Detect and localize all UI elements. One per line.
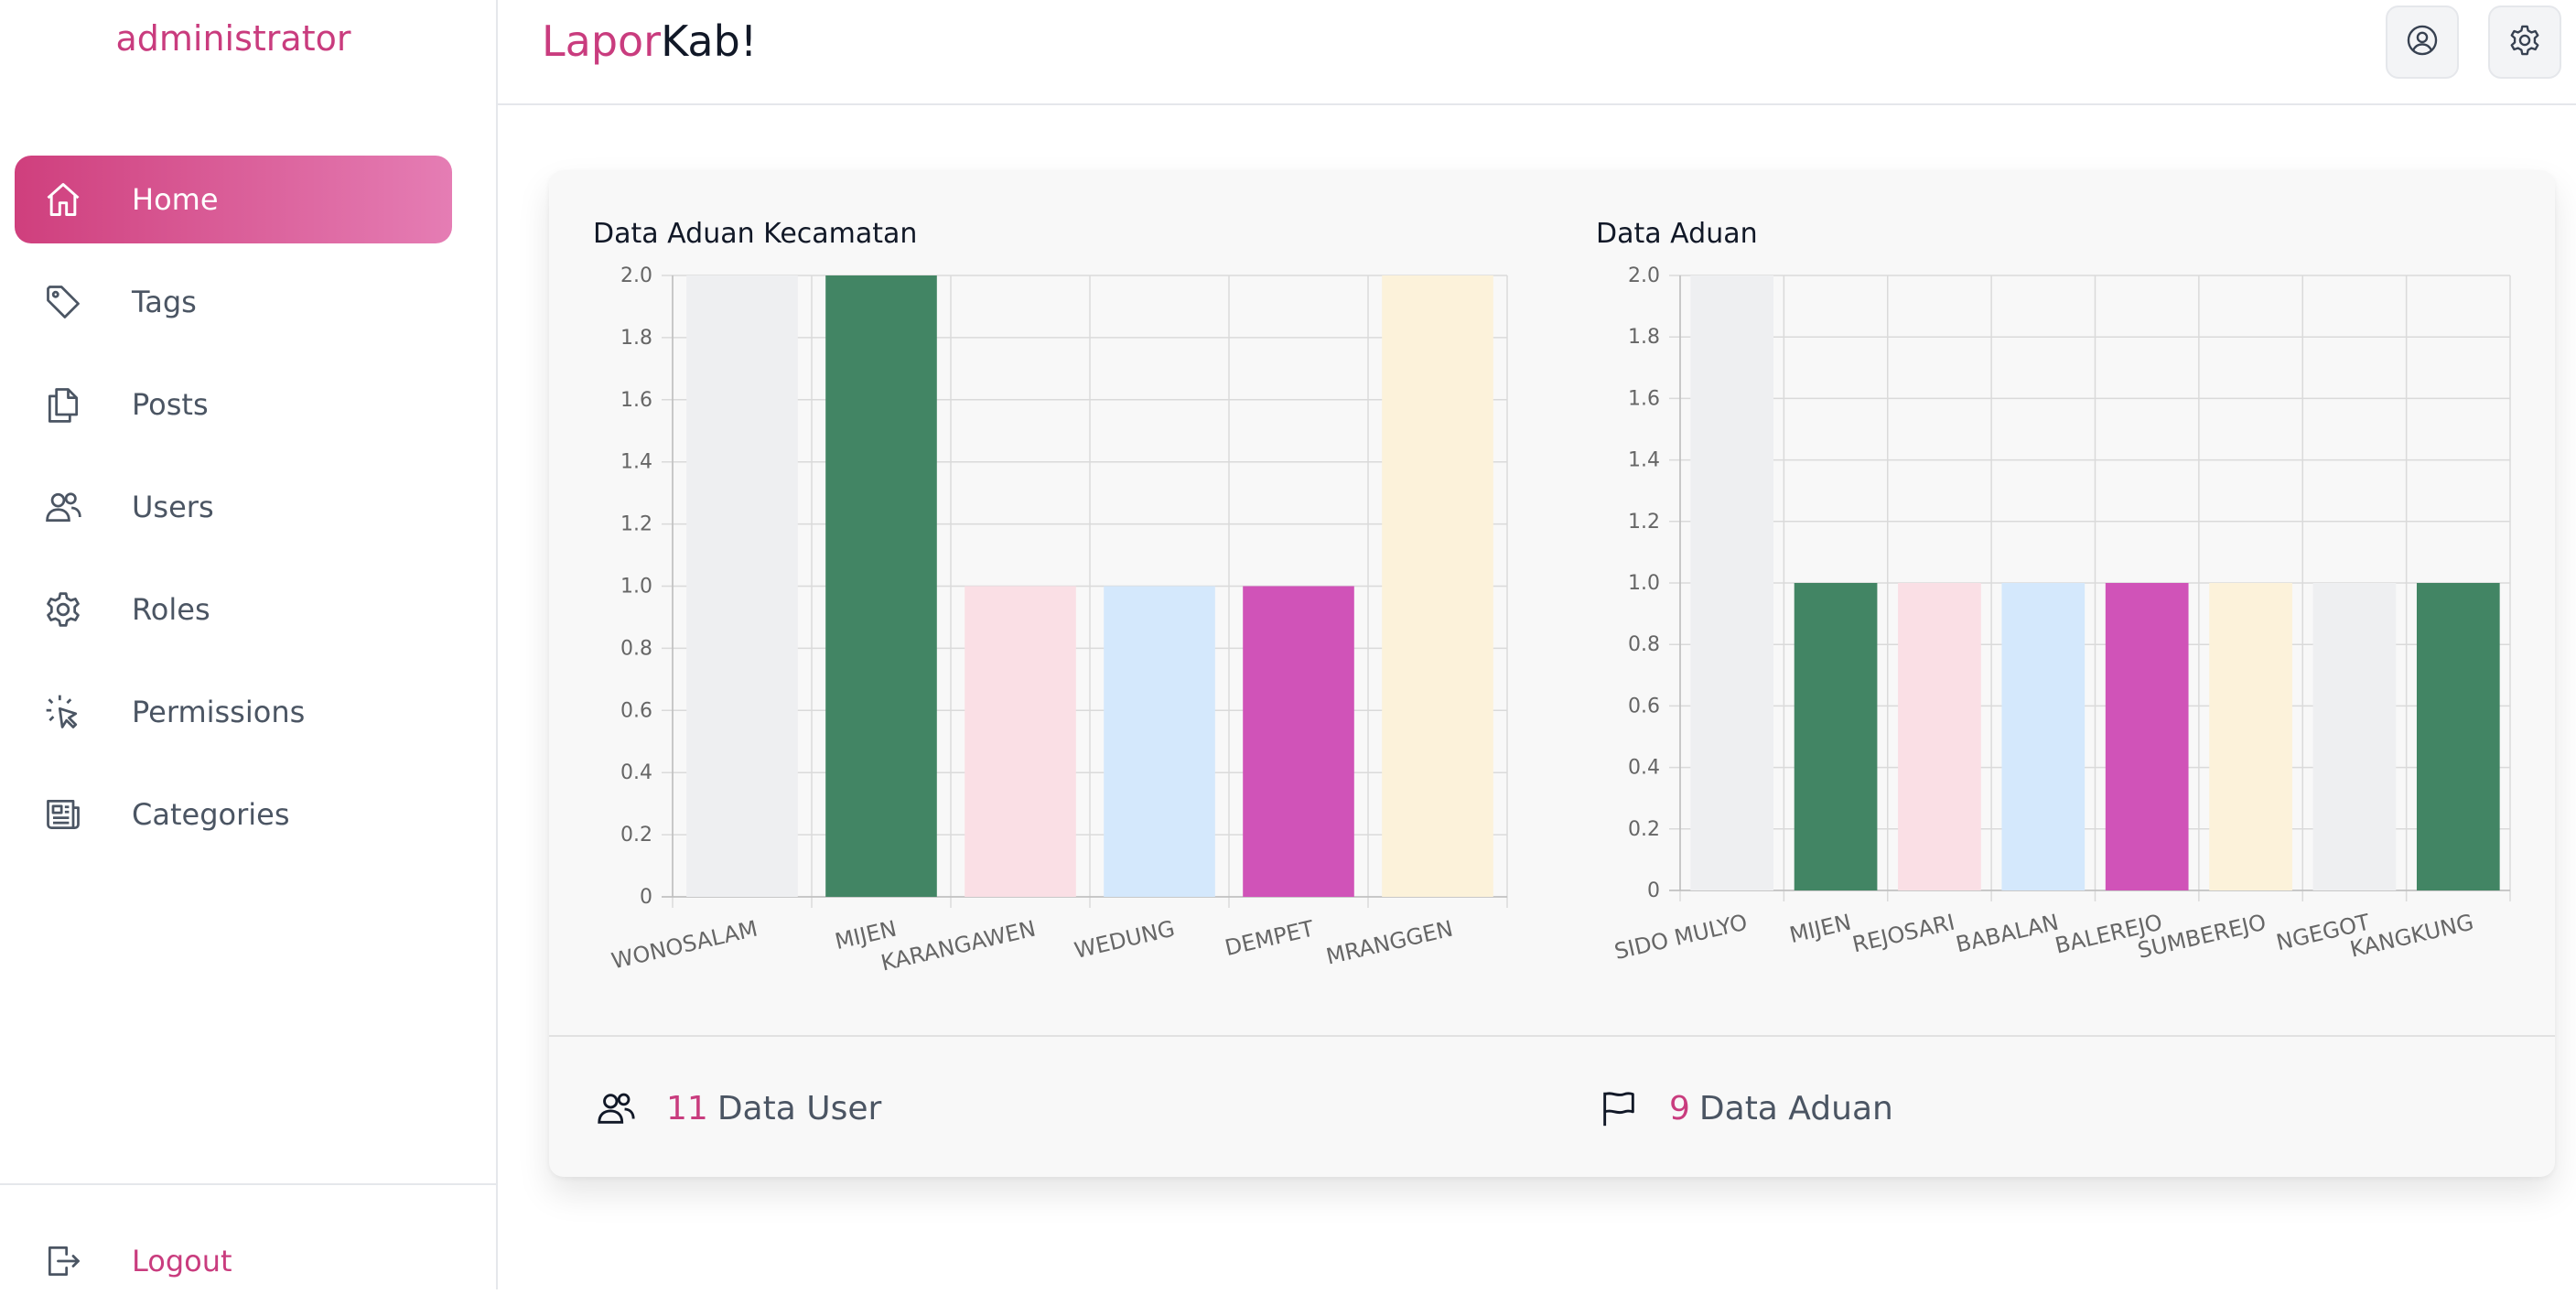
brand-part2: Kab! — [661, 16, 758, 66]
x-tick-label: MIJEN — [1787, 910, 1854, 949]
logout-button[interactable]: Logout — [15, 1217, 452, 1305]
y-tick-label: 0 — [1647, 879, 1660, 902]
flag-icon — [1596, 1085, 1642, 1131]
chart-kecamatan: 00.20.40.60.81.01.21.41.61.82.0WONOSALAM… — [609, 264, 1508, 976]
y-tick-label: 0.8 — [1628, 633, 1660, 656]
profile-button[interactable] — [2386, 5, 2459, 79]
bar — [1690, 275, 1774, 890]
sidebar-item-posts[interactable]: Posts — [15, 361, 452, 448]
bar — [1382, 275, 1493, 897]
y-tick-label: 1.0 — [1628, 572, 1660, 595]
y-tick-label: 1.8 — [620, 327, 652, 350]
sidebar-item-label: Tags — [132, 285, 197, 319]
bar — [965, 586, 1076, 897]
bar — [1104, 586, 1215, 897]
sidebar-divider — [0, 1183, 496, 1185]
y-tick-label: 0.4 — [620, 761, 652, 784]
bar — [1794, 583, 1878, 890]
y-tick-label: 1.2 — [620, 513, 652, 536]
y-tick-label: 0.4 — [1628, 757, 1660, 780]
card-divider — [549, 1035, 2555, 1037]
chart-aduan: 0 0.2 0.4 0.6 0.8 1.0 1.2 1.4 1.6 1.8 2.0 SIDO MULY… — [1612, 264, 2511, 965]
y-tick-label: 1.4 — [1628, 449, 1660, 472]
y-tick-label: 0.8 — [620, 637, 652, 660]
sidebar-item-label: Permissions — [132, 695, 306, 729]
y-tick-label: 1.6 — [1628, 387, 1660, 410]
y-tick-label: 0.2 — [1628, 818, 1660, 841]
chart-title-kecamatan: Data Aduan Kecamatan — [593, 218, 918, 250]
stat-label: Data User — [717, 1089, 882, 1127]
bar — [1243, 586, 1354, 897]
stat-value: 9 — [1669, 1089, 1690, 1127]
users-icon — [42, 486, 84, 528]
y-tick-label: 1.2 — [1628, 511, 1660, 534]
settings-button[interactable] — [2488, 5, 2561, 79]
user-circle-icon — [2405, 23, 2440, 61]
sidebar-item-home[interactable]: Home — [15, 156, 452, 243]
y-tick-label: 2.0 — [1628, 264, 1660, 287]
bar — [825, 275, 937, 897]
sidebar-item-permissions[interactable]: Permissions — [15, 668, 452, 756]
home-icon — [42, 178, 84, 221]
brand-logo[interactable]: LaporKab! — [542, 16, 757, 66]
sidebar-username: administrator — [115, 18, 351, 59]
newspaper-icon — [42, 793, 84, 836]
sidebar-item-label: Posts — [132, 387, 209, 422]
brand-part1: Lapor — [542, 16, 662, 66]
chart-title-aduan: Data Aduan — [1596, 218, 1758, 250]
x-tick-label: BABALAN — [1954, 910, 2061, 958]
bar — [2416, 583, 2500, 890]
bar — [2209, 583, 2292, 890]
bar — [686, 275, 798, 897]
bar — [2001, 583, 2086, 890]
sidebar-item-label: Categories — [132, 797, 290, 832]
sidebar-item-roles[interactable]: Roles — [15, 566, 452, 653]
y-tick-label: 0.6 — [1628, 695, 1660, 717]
sidebar-item-users[interactable]: Users — [15, 463, 452, 551]
y-tick-label: 0 — [640, 886, 652, 909]
y-tick-label: 1.6 — [620, 389, 652, 412]
gear-icon — [2507, 23, 2542, 61]
bar — [2105, 583, 2189, 890]
y-tick-label: 1.0 — [620, 576, 652, 599]
cursor-click-icon — [42, 691, 84, 733]
sidebar-item-label: Roles — [132, 592, 210, 627]
stat-data-aduan: 9 Data Aduan — [1596, 1085, 1893, 1131]
x-tick-label: SIDO MULYO — [1612, 910, 1751, 965]
gear-icon — [42, 588, 84, 631]
logout-icon — [42, 1240, 84, 1282]
sidebar-item-tags[interactable]: Tags — [15, 258, 452, 346]
y-tick-label: 1.4 — [620, 451, 652, 474]
stat-label: Data Aduan — [1698, 1089, 1893, 1127]
sidebar-item-label: Users — [132, 490, 214, 524]
sidebar-item-categories[interactable]: Categories — [15, 771, 452, 858]
y-tick-label: 1.8 — [1628, 326, 1660, 349]
x-tick-label: REJOSARI — [1850, 910, 1957, 958]
dashboard-card: Data Aduan Kecamatan 0 0.2 0.4 0.6 0.8 1.0 1.2… — [549, 170, 2555, 1177]
documents-icon — [42, 383, 84, 426]
users-icon — [593, 1085, 639, 1131]
stat-value: 11 — [666, 1089, 708, 1127]
sidebar-item-label: Home — [132, 182, 219, 217]
sidebar: administrator Home Tags Posts Users Role… — [0, 0, 498, 1289]
logout-label: Logout — [132, 1244, 232, 1278]
stat-data-user: 11 Data User — [593, 1085, 881, 1131]
top-header: LaporKab! — [498, 0, 2576, 105]
y-tick-label: 0.2 — [620, 824, 652, 847]
tag-icon — [42, 281, 84, 323]
bar — [2312, 583, 2397, 890]
y-tick-label: 0.6 — [620, 699, 652, 722]
bar — [1898, 583, 1981, 890]
y-tick-label: 2.0 — [620, 264, 652, 287]
